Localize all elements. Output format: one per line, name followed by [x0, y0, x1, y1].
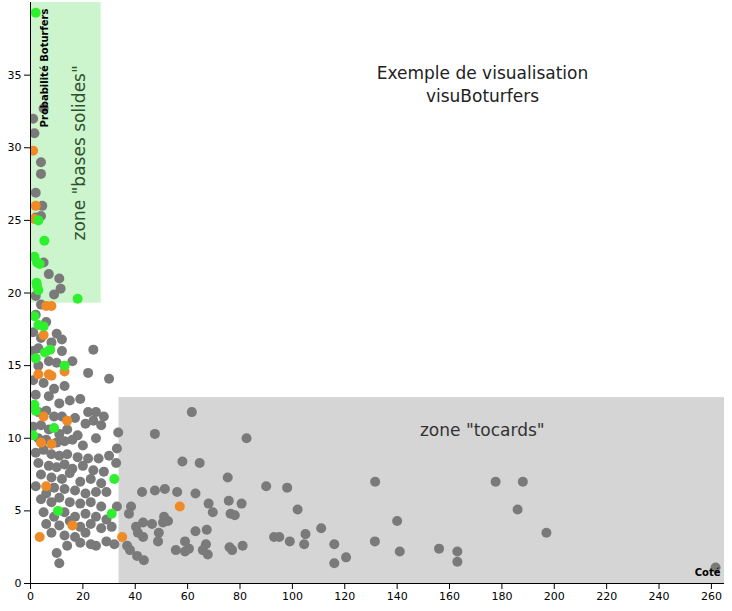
svg-text:260: 260 — [701, 590, 722, 603]
svg-text:200: 200 — [544, 590, 565, 603]
svg-text:180: 180 — [491, 590, 512, 603]
svg-text:5: 5 — [15, 504, 22, 517]
svg-text:0: 0 — [27, 590, 34, 603]
svg-text:20: 20 — [76, 590, 90, 603]
svg-text:120: 120 — [334, 590, 355, 603]
svg-text:40: 40 — [128, 590, 142, 603]
svg-text:240: 240 — [649, 590, 670, 603]
svg-text:140: 140 — [387, 590, 408, 603]
svg-text:220: 220 — [596, 590, 617, 603]
svg-text:15: 15 — [8, 359, 22, 372]
svg-text:10: 10 — [8, 432, 22, 445]
svg-text:30: 30 — [8, 141, 22, 154]
svg-text:Exemple de visualisation: Exemple de visualisation — [377, 63, 588, 83]
svg-text:zone "tocards": zone "tocards" — [420, 420, 545, 440]
svg-text:visuBoturfers: visuBoturfers — [426, 86, 539, 106]
svg-text:80: 80 — [233, 590, 247, 603]
svg-text:160: 160 — [439, 590, 460, 603]
svg-text:Coté: Coté — [695, 567, 721, 578]
svg-text:Probabilité Boturfers: Probabilité Boturfers — [39, 8, 50, 127]
svg-text:60: 60 — [181, 590, 195, 603]
svg-text:0: 0 — [15, 577, 22, 590]
svg-text:100: 100 — [282, 590, 303, 603]
svg-text:zone "bases solides": zone "bases solides" — [69, 65, 89, 240]
svg-text:25: 25 — [8, 214, 22, 227]
svg-text:20: 20 — [8, 287, 22, 300]
svg-text:35: 35 — [8, 69, 22, 82]
